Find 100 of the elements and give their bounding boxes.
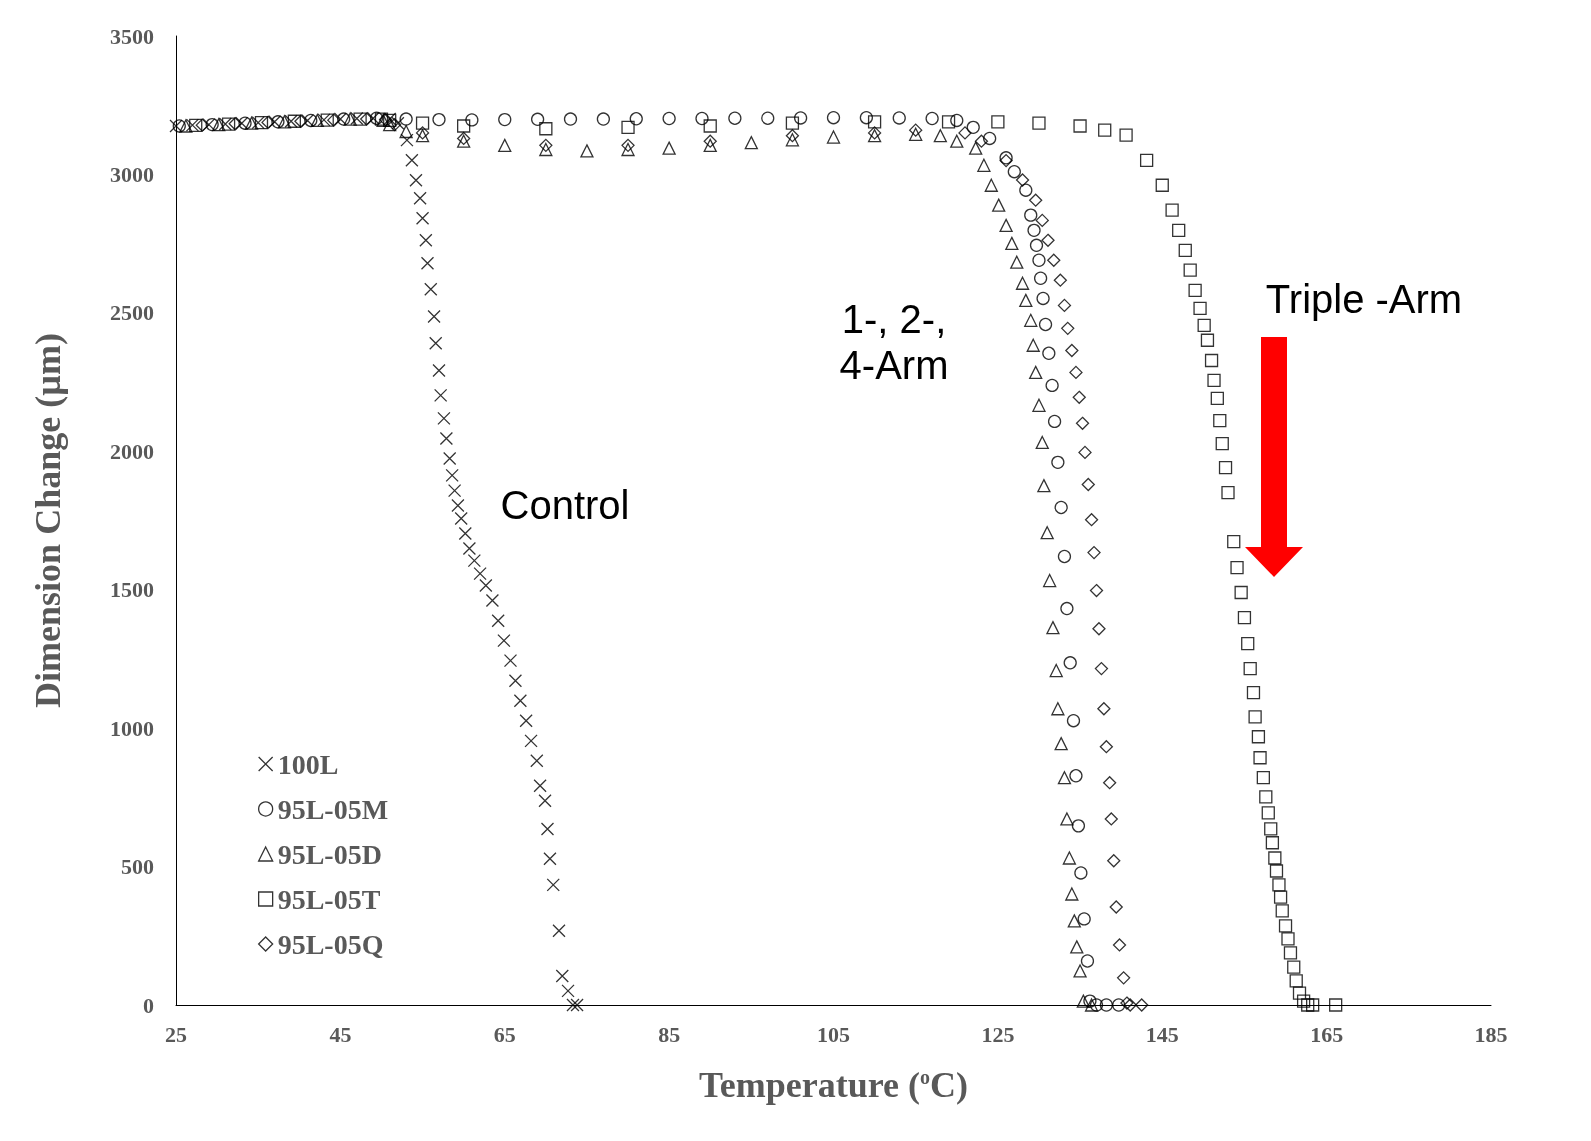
- point: [596, 112, 611, 126]
- point: [1019, 293, 1033, 308]
- point: [1010, 255, 1024, 269]
- point: [1037, 478, 1051, 493]
- point: [387, 117, 402, 132]
- point: [1066, 714, 1081, 728]
- legend-label: 95L-05D: [277, 838, 382, 870]
- point: [437, 411, 451, 425]
- point: [443, 451, 457, 466]
- point: [1057, 549, 1072, 564]
- point: [1053, 273, 1067, 287]
- point: [409, 173, 423, 187]
- point: [1069, 365, 1083, 380]
- point: [1080, 954, 1095, 968]
- point: [473, 567, 487, 581]
- point: [530, 754, 544, 768]
- point: [662, 111, 676, 126]
- y-tick-label: 1000: [110, 715, 154, 741]
- annotation: 1-, 2-, 4-Arm: [839, 297, 949, 387]
- point: [343, 112, 357, 126]
- point: [465, 113, 479, 127]
- annotation: Triple -Arm: [1265, 277, 1463, 321]
- point: [369, 111, 384, 125]
- point: [1072, 390, 1086, 404]
- point: [462, 541, 477, 556]
- point: [785, 133, 800, 147]
- point: [1099, 998, 1114, 1012]
- point: [1005, 236, 1019, 251]
- point: [366, 111, 380, 125]
- point: [621, 142, 635, 157]
- point: [424, 282, 438, 296]
- point: [1112, 938, 1127, 952]
- point: [447, 483, 462, 498]
- point: [413, 191, 427, 205]
- x-tick-label: 85: [658, 1021, 681, 1047]
- point: [1063, 656, 1077, 670]
- point: [1074, 866, 1088, 880]
- point: [1069, 769, 1083, 783]
- point: [992, 198, 1006, 212]
- point: [977, 158, 991, 172]
- y-tick-label: 1500: [110, 577, 154, 603]
- point: [261, 115, 275, 130]
- point: [503, 653, 518, 668]
- point: [966, 120, 980, 135]
- point: [451, 498, 465, 513]
- point: [785, 129, 800, 143]
- point: [337, 112, 351, 126]
- point: [1015, 173, 1030, 187]
- point: [1026, 338, 1040, 352]
- point: [1081, 477, 1095, 492]
- point: [185, 118, 200, 132]
- x-tick-label: 65: [493, 1021, 516, 1047]
- point: [485, 593, 500, 608]
- point: [1135, 998, 1149, 1012]
- point: [1061, 321, 1075, 336]
- y-tick-label: 2500: [110, 300, 154, 326]
- point: [1024, 313, 1038, 327]
- point: [909, 123, 923, 137]
- point: [761, 111, 775, 125]
- y-tick-label: 2000: [110, 438, 154, 464]
- point: [419, 233, 433, 247]
- point: [1073, 964, 1087, 978]
- point: [508, 674, 523, 688]
- point: [1051, 455, 1065, 470]
- point: [744, 135, 758, 150]
- point: [695, 111, 709, 126]
- point: [1084, 998, 1099, 1012]
- point: [524, 734, 538, 748]
- point: [826, 130, 841, 144]
- point: [399, 124, 413, 139]
- point: [1047, 414, 1062, 429]
- point: [1060, 812, 1074, 826]
- point: [360, 112, 374, 126]
- point: [958, 126, 972, 140]
- point: [1103, 776, 1117, 790]
- y-tick-label: 3500: [110, 23, 154, 49]
- point: [1109, 900, 1123, 914]
- point: [1062, 851, 1077, 865]
- point: [405, 153, 419, 167]
- x-tick-label: 125: [981, 1021, 1015, 1047]
- point: [1036, 291, 1050, 306]
- point: [479, 578, 493, 593]
- y-axis-title: Dimension Change (µm): [28, 333, 68, 708]
- point: [1051, 702, 1065, 716]
- point: [1049, 663, 1063, 678]
- point: [497, 634, 511, 648]
- point: [563, 112, 578, 126]
- point: [519, 714, 533, 728]
- point: [179, 119, 193, 133]
- point: [251, 116, 265, 130]
- point: [629, 112, 643, 126]
- point: [1045, 378, 1059, 393]
- point: [1015, 276, 1030, 290]
- point: [429, 336, 443, 350]
- point: [1029, 365, 1043, 380]
- point: [420, 256, 435, 270]
- point: [826, 111, 841, 125]
- point: [543, 852, 557, 866]
- point: [1065, 343, 1079, 358]
- point: [1107, 854, 1121, 868]
